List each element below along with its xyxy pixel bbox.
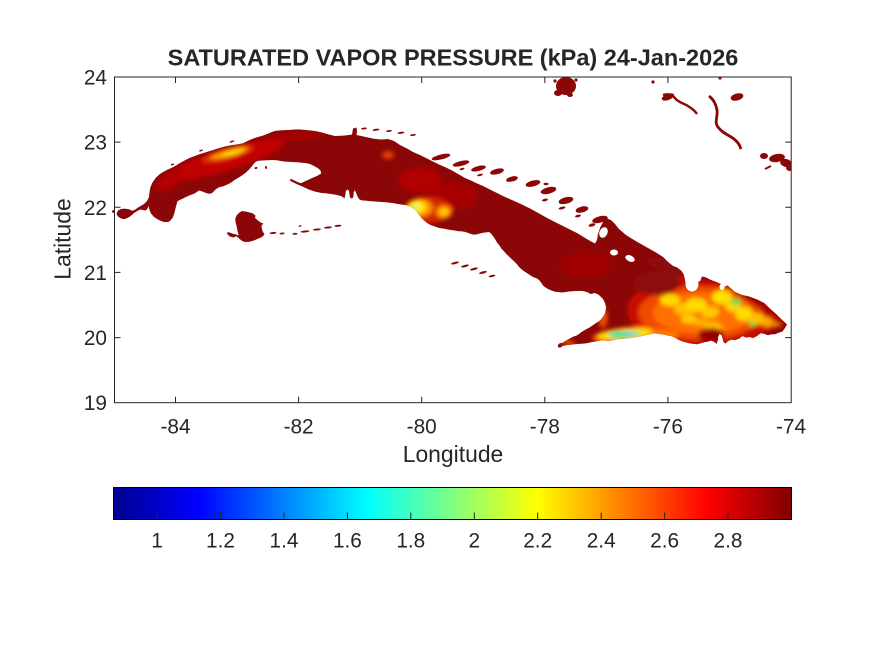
svg-text:2.6: 2.6 — [650, 530, 679, 553]
svg-text:20: 20 — [84, 327, 107, 350]
svg-text:1.4: 1.4 — [270, 530, 299, 553]
svg-text:1: 1 — [151, 530, 163, 553]
svg-text:2.2: 2.2 — [523, 530, 552, 553]
svg-text:2.8: 2.8 — [714, 530, 743, 553]
svg-text:1.8: 1.8 — [396, 530, 425, 553]
svg-text:1.2: 1.2 — [206, 530, 235, 553]
svg-text:1.6: 1.6 — [333, 530, 362, 553]
svg-text:-76: -76 — [653, 416, 683, 439]
svg-text:Latitude: Latitude — [50, 198, 76, 279]
svg-text:-80: -80 — [407, 416, 437, 439]
svg-text:SATURATED VAPOR PRESSURE (kPa): SATURATED VAPOR PRESSURE (kPa) 24-Jan-20… — [168, 45, 739, 71]
svg-text:-82: -82 — [284, 416, 314, 439]
svg-text:-74: -74 — [776, 416, 806, 439]
svg-text:22: 22 — [84, 197, 107, 220]
svg-text:2.4: 2.4 — [587, 530, 616, 553]
svg-text:24: 24 — [84, 67, 107, 90]
svg-text:2: 2 — [469, 530, 481, 553]
svg-text:-84: -84 — [160, 416, 190, 439]
svg-text:23: 23 — [84, 132, 107, 155]
svg-text:19: 19 — [84, 392, 107, 415]
svg-text:-78: -78 — [530, 416, 560, 439]
svg-text:Longitude: Longitude — [403, 441, 504, 467]
svg-text:21: 21 — [84, 262, 107, 285]
